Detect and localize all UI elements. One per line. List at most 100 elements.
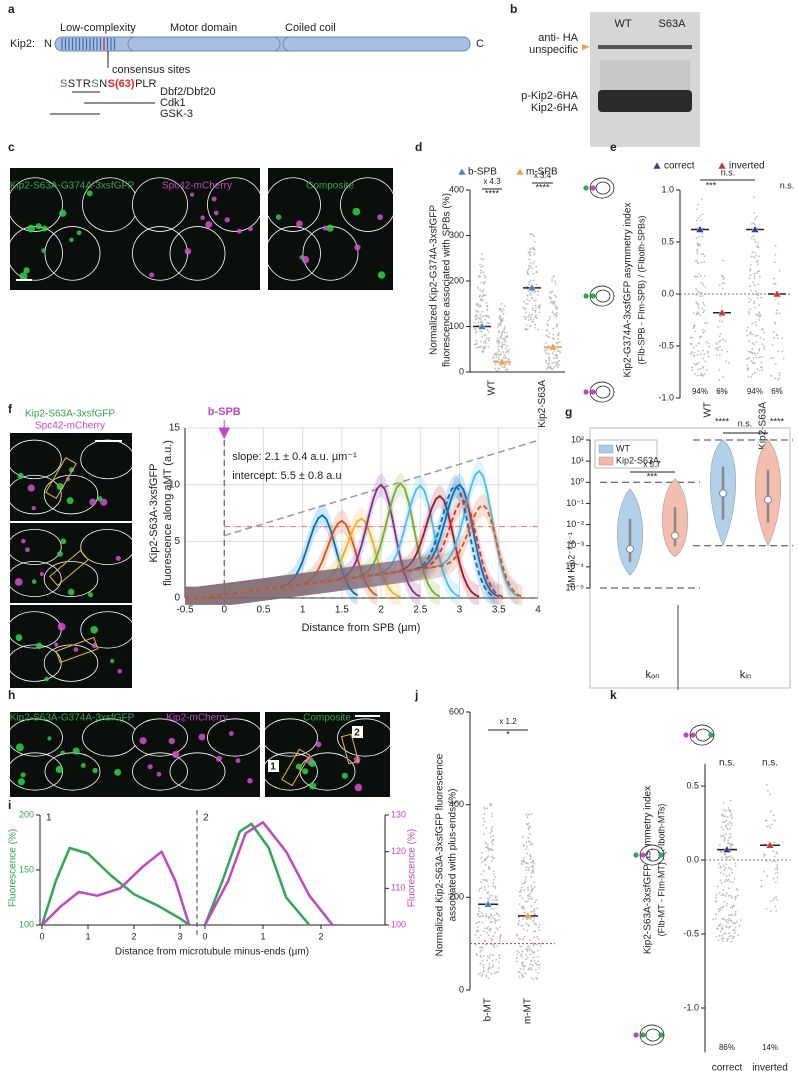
- y-tick-label: 1.0: [661, 184, 674, 194]
- data-cloud: [480, 266, 483, 269]
- data-cloud: [524, 318, 527, 321]
- data-cloud: [729, 799, 732, 802]
- point-marker: [652, 161, 662, 170]
- data-cloud: [760, 361, 763, 364]
- data-cloud: [487, 934, 490, 937]
- data-cloud: [498, 961, 500, 964]
- data-cloud: [773, 819, 776, 822]
- data-cloud: [523, 888, 526, 891]
- data-cloud: [548, 315, 551, 318]
- data-cloud: [776, 863, 779, 866]
- data-cloud: [697, 235, 700, 238]
- data-cloud: [527, 252, 530, 255]
- y-tick-label: 10⁻³: [566, 540, 584, 550]
- data-cloud: [479, 915, 482, 918]
- signal: [39, 571, 44, 577]
- data-cloud: [721, 925, 724, 927]
- data-cloud: [483, 820, 486, 823]
- x-axis-label: Distance from SPB (µm): [302, 622, 421, 634]
- data-cloud: [534, 901, 536, 904]
- cell-icon: [589, 285, 615, 307]
- data-cloud: [704, 372, 707, 375]
- x-tick-label: b-MT: [483, 998, 494, 1021]
- data-cloud: [477, 921, 480, 924]
- data-cloud: [491, 894, 494, 897]
- y-axis-label: associated with plus-ends (%): [448, 789, 459, 922]
- data-cloud: [531, 320, 533, 323]
- data-cloud: [525, 813, 528, 816]
- data-cloud: [555, 295, 557, 298]
- data-cloud: [536, 964, 539, 966]
- data-cloud: [529, 316, 532, 319]
- data-cloud: [758, 312, 761, 315]
- signal: [41, 225, 48, 232]
- data-cloud: [496, 325, 499, 328]
- data-cloud: [761, 369, 764, 371]
- data-cloud: [540, 942, 543, 945]
- data-cloud: [527, 273, 530, 275]
- data-cloud: [721, 893, 724, 895]
- roi-box: [49, 549, 89, 587]
- data-cloud: [722, 905, 725, 908]
- data-cloud: [483, 879, 486, 882]
- data-cloud: [749, 332, 751, 335]
- data-cloud: [495, 927, 498, 930]
- icon-dot: [590, 293, 596, 299]
- data-cloud: [490, 913, 493, 916]
- data-cloud: [531, 843, 534, 846]
- data-cloud: [724, 932, 727, 935]
- data-cloud: [551, 367, 554, 370]
- label: Kip2-S63A-G374A-3xsfGFP: [10, 181, 135, 192]
- data-cloud: [520, 954, 522, 956]
- data-cloud: [528, 324, 531, 327]
- data-cloud: [482, 294, 485, 297]
- data-cloud: [777, 350, 780, 353]
- label: PLR: [135, 78, 156, 90]
- data-cloud: [722, 933, 725, 935]
- data-cloud: [490, 972, 493, 975]
- data-cloud: [691, 336, 694, 339]
- data-cloud: [487, 967, 490, 970]
- data-cloud: [483, 833, 486, 836]
- x-tick-label: kₒₙ: [645, 669, 659, 681]
- data-cloud: [715, 935, 718, 938]
- data-cloud: [505, 331, 508, 334]
- data-cloud: [529, 254, 531, 256]
- data-cloud: [493, 873, 495, 876]
- signal: [35, 223, 42, 230]
- data-cloud: [722, 917, 725, 920]
- data-cloud: [695, 344, 698, 347]
- data-cloud: [530, 875, 533, 878]
- data-cloud: [722, 259, 725, 262]
- data-cloud: [749, 264, 752, 267]
- data-cloud: [479, 340, 482, 343]
- data-cloud: [503, 338, 506, 341]
- data-cloud: [501, 366, 504, 369]
- data-cloud: [707, 342, 710, 345]
- data-cloud: [531, 307, 534, 310]
- data-cloud: [518, 920, 521, 922]
- y-tick-label: 10: [169, 479, 181, 490]
- data-cloud: [487, 891, 490, 893]
- data-cloud: [526, 328, 529, 331]
- data-cloud: [753, 343, 756, 346]
- data-cloud: [530, 905, 533, 907]
- data-cloud: [557, 338, 560, 341]
- point-marker: [515, 167, 525, 176]
- peak-band: [185, 472, 440, 605]
- data-cloud: [518, 903, 521, 906]
- data-cloud: [479, 313, 482, 316]
- data-cloud: [719, 345, 721, 348]
- data-cloud: [778, 372, 781, 374]
- y-tick-label: 400: [449, 799, 464, 809]
- label: GSK-3: [160, 108, 193, 120]
- roi-box: [45, 456, 77, 500]
- data-cloud: [718, 320, 721, 323]
- data-cloud: [476, 342, 478, 345]
- signal: [60, 538, 67, 545]
- data-cloud: [516, 953, 519, 956]
- y-axis-label: Fluorescence (%): [407, 829, 418, 907]
- data-cloud: [781, 337, 784, 340]
- y-tick-label: 0.5: [661, 236, 674, 246]
- data-cloud: [530, 813, 533, 815]
